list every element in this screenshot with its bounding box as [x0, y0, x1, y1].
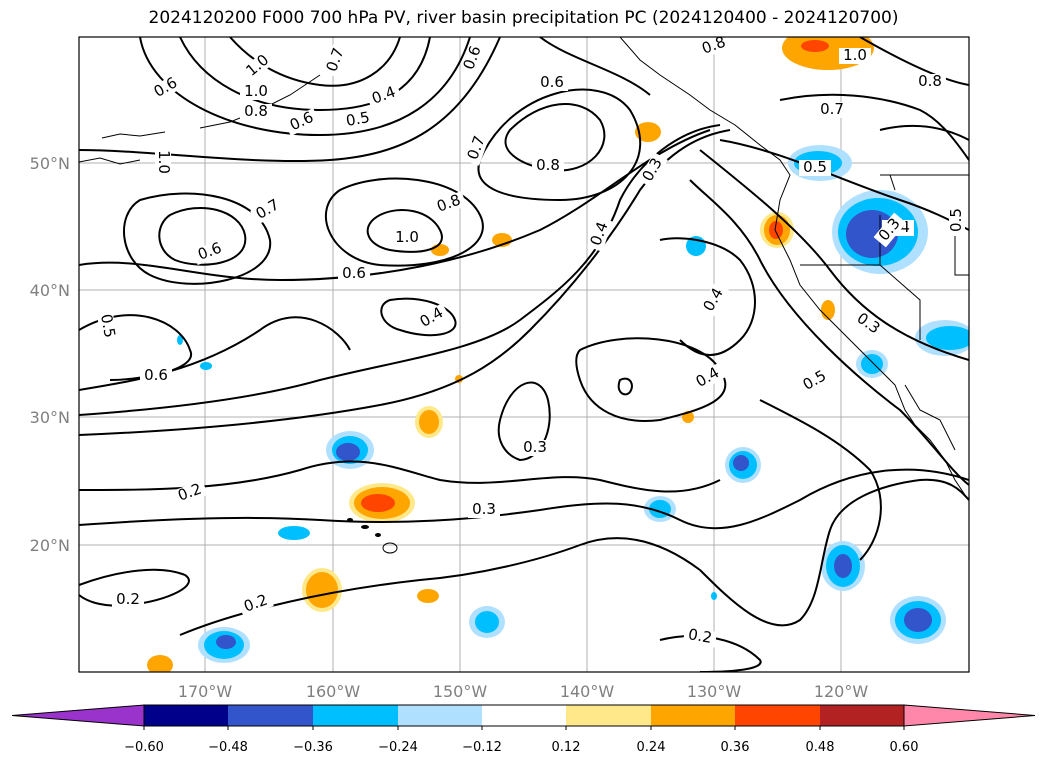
contour-label-bg — [460, 40, 486, 76]
contour-label-bg — [338, 266, 370, 282]
colorbar-tick-label: 0.60 — [890, 740, 919, 755]
contour-label-bg — [799, 160, 831, 176]
colorbar: −0.60 −0.48 −0.36 −0.24 −0.12 0.12 0.24 0.36 0.4… — [11, 704, 1036, 755]
contour-label-bg — [816, 102, 848, 118]
contour-label: 0.3 — [472, 500, 496, 518]
contour-label: 0.6 — [144, 366, 168, 384]
longitude-labels: 170°W 160°W 150°W 140°W 130°W 120°W — [178, 682, 869, 701]
colorbar-extend-low — [11, 704, 145, 727]
contour-label-bg — [914, 74, 946, 90]
contour-label-bg — [638, 152, 668, 188]
contour-label-bg — [140, 368, 172, 384]
map-title: 2024120200 F000 700 hPa PV, river basin … — [148, 8, 899, 28]
contour-label: 0.5 — [803, 158, 827, 176]
contour-label: 0.8 — [918, 72, 942, 90]
lon-label: 140°W — [560, 682, 615, 701]
contour-label: 0.6 — [540, 73, 564, 91]
contour-label: 0.8 — [536, 156, 560, 174]
colorbar-segment — [820, 705, 904, 726]
colorbar-segment — [735, 705, 820, 726]
contour-label-bg — [431, 191, 467, 217]
colorbar-tick-label: −0.36 — [293, 740, 333, 755]
contour-label-bg — [155, 146, 171, 178]
contour-label-bg — [240, 84, 272, 100]
contour-label: 0.3 — [523, 438, 547, 456]
contour-label-bg — [464, 130, 490, 166]
contour-label-bg — [391, 230, 423, 246]
contour-label: 0.2 — [116, 590, 140, 608]
contour-label-bg — [696, 37, 732, 59]
latitude-labels: 50°N 40°N 30°N 20°N — [30, 154, 70, 555]
contour-label-bg — [587, 216, 613, 252]
contour-label-bg — [699, 282, 729, 318]
contour-label-bg — [873, 212, 907, 248]
contour-label-bg — [536, 75, 568, 91]
contour-label: 0.5 — [345, 108, 372, 130]
colorbar-outline — [143, 704, 905, 727]
colorbar-segment — [398, 705, 482, 726]
colorbar-tick-label: 0.24 — [637, 740, 666, 755]
contour-label-bg — [250, 195, 286, 225]
contour-label: 0.2 — [687, 625, 714, 647]
contour-label-bg — [284, 107, 320, 137]
contour-label-bg — [850, 308, 886, 340]
contour-label-bg — [532, 158, 564, 174]
colorbar-tick-label: 0.12 — [552, 740, 581, 755]
contour-label-bg — [340, 109, 376, 131]
contour-label-bg — [148, 73, 184, 103]
contour-label-bg — [797, 366, 833, 396]
colorbar-segment — [144, 705, 228, 726]
contour-label: 1.0 — [155, 150, 173, 174]
contour-label-bg — [96, 308, 118, 344]
contour-label: 1.0 — [244, 82, 268, 100]
contour-label-bg — [414, 303, 450, 333]
contour-label-bg — [192, 239, 228, 265]
contour-label: 1.0 — [843, 46, 867, 64]
colorbar-segment — [566, 705, 651, 726]
contour-label-bg — [690, 363, 726, 393]
contour-label: 0.6 — [342, 264, 366, 282]
contour-label-bg — [240, 49, 276, 83]
colorbar-tick-label: −0.24 — [378, 740, 418, 755]
contour-label: 0.7 — [820, 100, 844, 118]
colorbar-segment — [482, 705, 566, 726]
lon-label: 150°W — [433, 682, 488, 701]
colorbar-tick-label: −0.48 — [208, 740, 248, 755]
colorbar-tick-label: −0.12 — [462, 740, 502, 755]
contour-label: 0.5 — [947, 208, 965, 232]
lat-label: 20°N — [30, 536, 70, 555]
contour-label: 1.0 — [395, 228, 419, 246]
lat-label: 50°N — [30, 154, 70, 173]
contour-label: 0.5 — [97, 313, 119, 340]
colorbar-segment — [313, 705, 398, 726]
lon-label: 170°W — [178, 682, 233, 701]
contour-label-bg — [366, 83, 402, 109]
contour-label-bg — [839, 48, 871, 64]
contour-label-bg — [519, 440, 551, 456]
colorbar-tick-label: 0.36 — [721, 740, 750, 755]
lon-label: 120°W — [814, 682, 869, 701]
contour-label-bg — [682, 626, 718, 648]
lon-label: 130°W — [687, 682, 742, 701]
pv-contour-labels: 1.00.6 1.00.80.40.50.60.7 0.61.01.00.80.70… — [96, 37, 965, 648]
contour-label-bg — [468, 502, 500, 518]
contour-label-bg — [949, 204, 965, 236]
colorbar-segment — [228, 705, 313, 726]
lat-label: 40°N — [30, 281, 70, 300]
colorbar-segment — [651, 705, 735, 726]
contour-label-bg — [112, 592, 144, 608]
lat-label: 30°N — [30, 408, 70, 427]
contour-label-bg — [240, 104, 272, 120]
colorbar-tick-label: 0.48 — [806, 740, 835, 755]
lon-label: 160°W — [306, 682, 361, 701]
map-frame — [78, 36, 970, 673]
contour-label-bg — [238, 591, 274, 617]
contour-label-bg — [172, 480, 208, 506]
contour-label-bg — [323, 42, 349, 78]
contour-label: 0.8 — [244, 102, 268, 120]
colorbar-extend-high — [903, 704, 1036, 727]
colorbar-tick-label: −0.60 — [124, 740, 164, 755]
